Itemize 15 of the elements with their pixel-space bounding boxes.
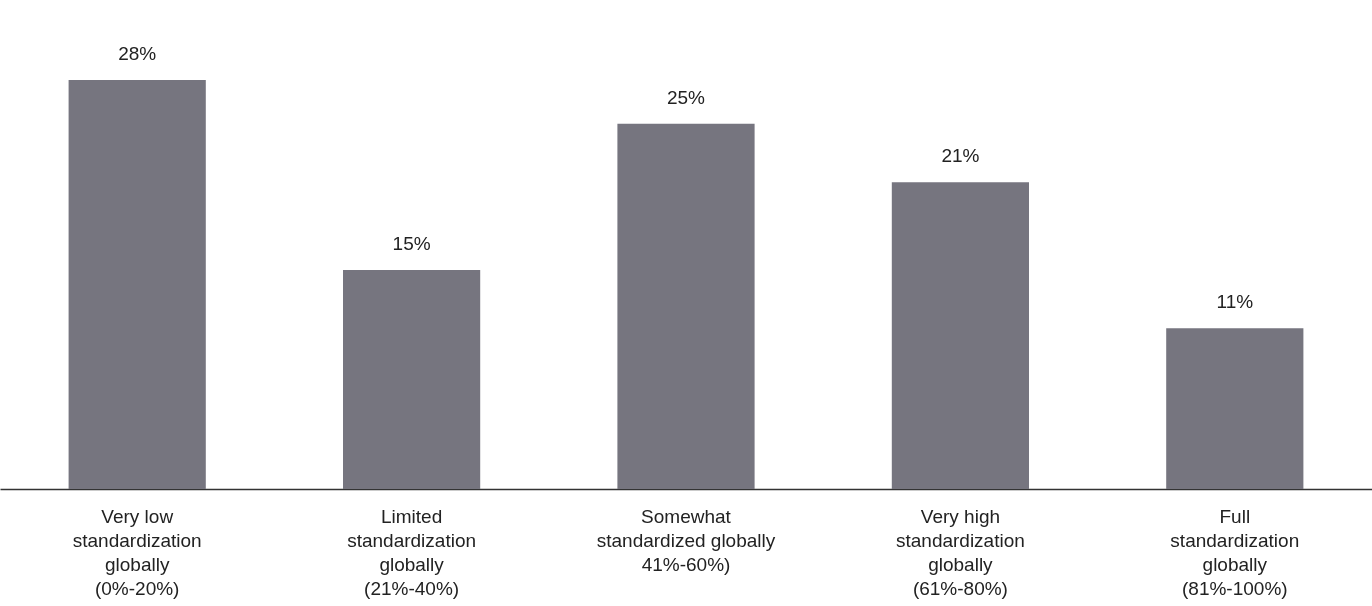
x-tick-label: Very high standardization globally (61%-80%) [895,505,1025,599]
x-tick-label: Limited standardization globally (21%-40%) [347,505,477,599]
data-label: 25% [666,86,706,108]
bar [68,80,206,489]
x-tick-label: Full standardization globally (81%-100%) [1170,505,1300,599]
bar [1166,328,1304,489]
data-label: 11% [1216,291,1254,313]
data-label: 21% [941,145,980,167]
x-tick-label: Very low standardization globally (0%-20%) [72,505,202,599]
data-label: 15% [392,232,431,254]
data-label: 28% [118,43,157,64]
x-tick-label: Somewhat standardized globally 41%-60%) [596,505,776,575]
bar [617,123,755,489]
bar [343,269,481,489]
bar [891,182,1029,489]
